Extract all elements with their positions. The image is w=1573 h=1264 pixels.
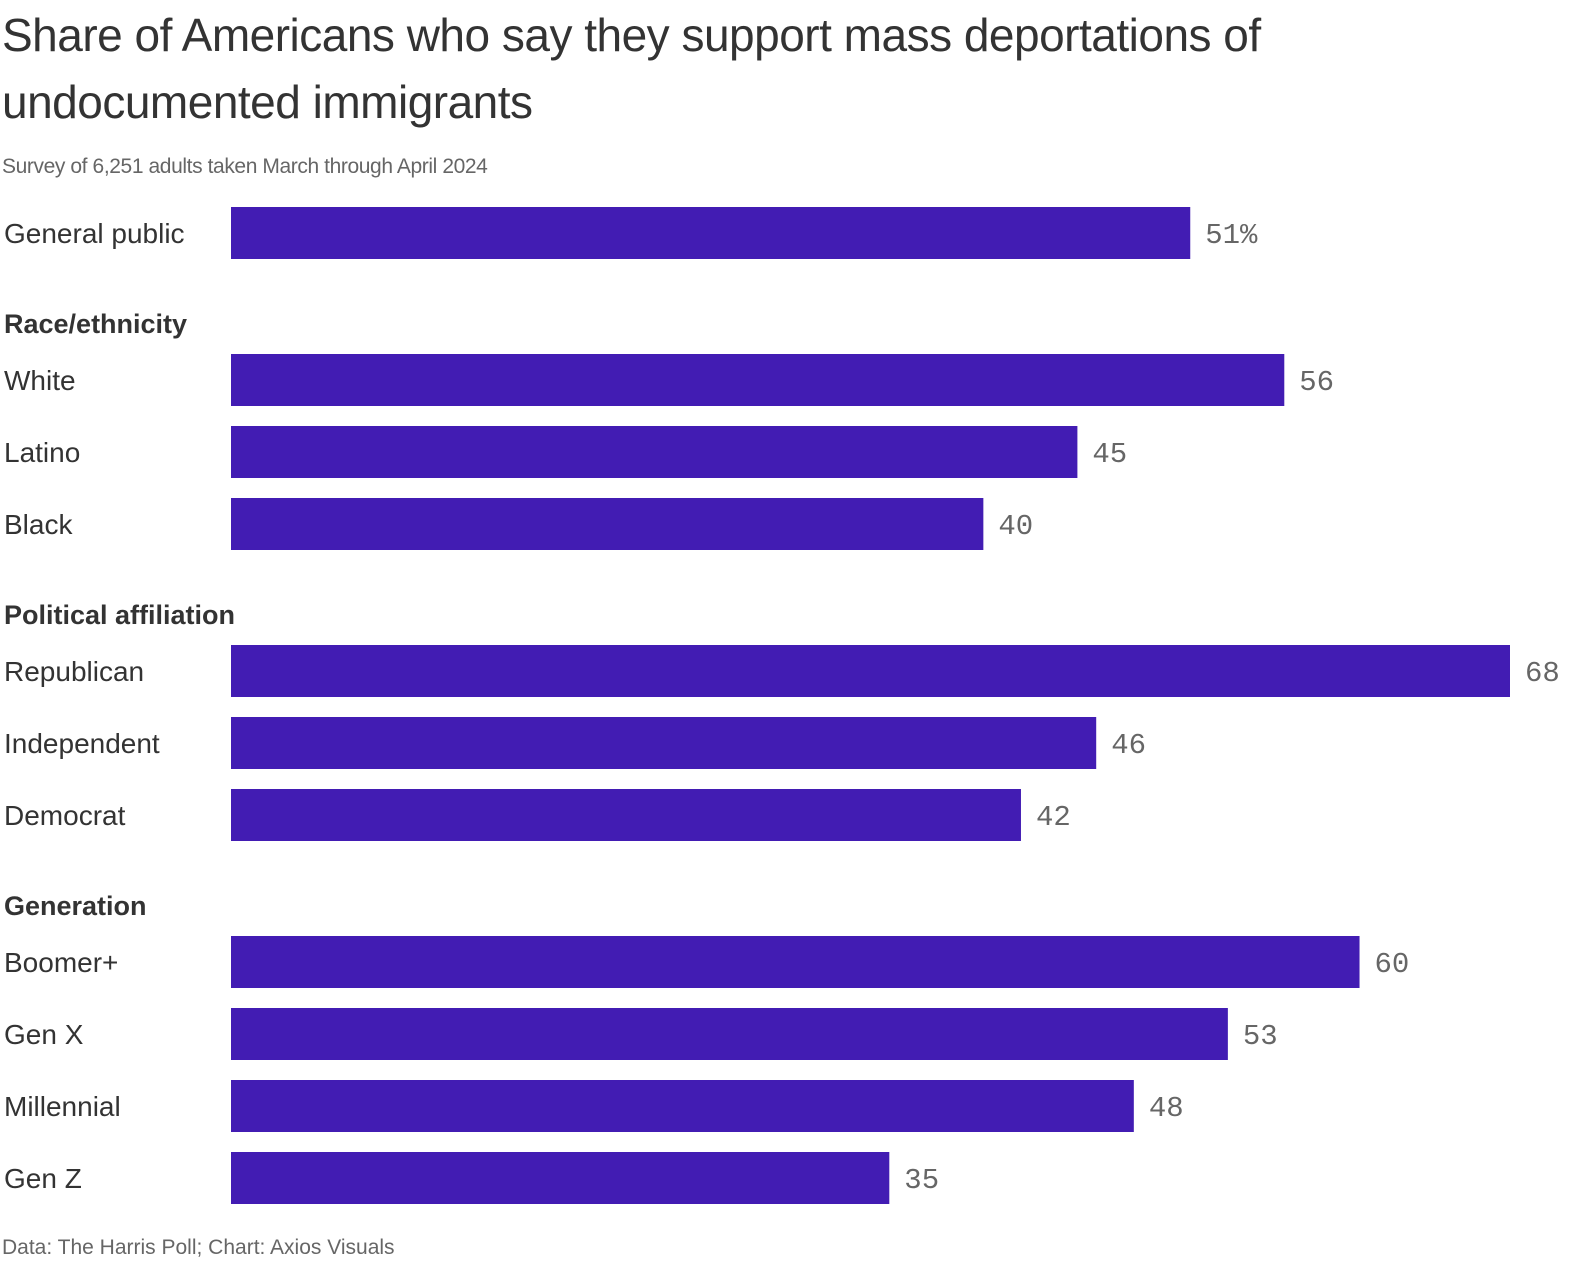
value-label: 56 — [1299, 366, 1334, 399]
bar — [231, 645, 1510, 697]
category-label: Democrat — [4, 800, 126, 831]
bar — [231, 1152, 890, 1204]
group-label: Race/ethnicity — [4, 309, 187, 339]
value-label: 35 — [904, 1164, 939, 1197]
category-label: Latino — [4, 437, 80, 468]
bar — [231, 936, 1360, 988]
category-label: Millennial — [4, 1091, 121, 1122]
value-label: 45 — [1092, 438, 1127, 471]
chart-title: Share of Americans who say they support … — [2, 9, 1261, 128]
bar — [231, 426, 1078, 478]
bar — [231, 1008, 1228, 1060]
category-label: Independent — [4, 728, 160, 759]
value-label: 42 — [1036, 801, 1071, 834]
category-label: Republican — [4, 656, 144, 687]
category-label: General public — [4, 218, 185, 249]
chart-source: Data: The Harris Poll; Chart: Axios Visu… — [2, 1236, 395, 1259]
group-label: Political affiliation — [4, 600, 235, 630]
bar — [231, 789, 1021, 841]
category-label: Boomer+ — [4, 947, 118, 978]
value-label: 68 — [1525, 657, 1560, 690]
group-label: Generation — [4, 891, 147, 921]
value-label: 51% — [1205, 219, 1258, 252]
bar — [231, 717, 1097, 769]
bar — [231, 207, 1191, 259]
bar — [231, 354, 1285, 406]
category-label: Black — [4, 509, 73, 540]
category-label: Gen X — [4, 1019, 84, 1050]
bar — [231, 1080, 1134, 1132]
category-label: White — [4, 365, 76, 396]
value-label: 40 — [998, 510, 1033, 543]
value-label: 48 — [1149, 1092, 1184, 1125]
value-label: 53 — [1243, 1020, 1278, 1053]
bar — [231, 498, 984, 550]
category-label: Gen Z — [4, 1163, 82, 1194]
value-label: 46 — [1111, 729, 1146, 762]
value-label: 60 — [1375, 948, 1410, 981]
chart-subtitle: Survey of 6,251 adults taken March throu… — [2, 155, 488, 178]
